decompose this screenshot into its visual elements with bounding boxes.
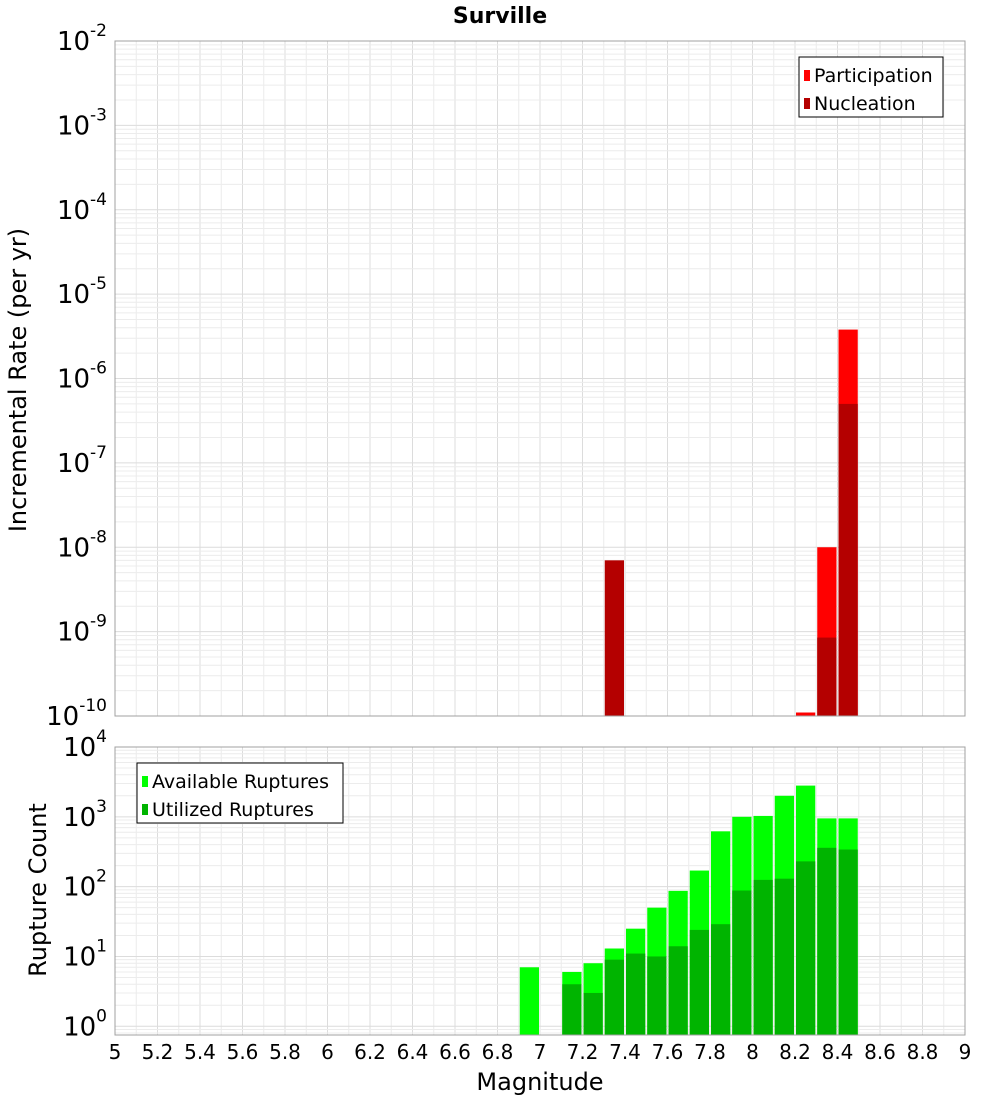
chart-title: Surville <box>453 4 547 29</box>
bottom-bar-utilized-ruptures <box>774 878 794 1035</box>
top-y-tick-label: 10-9 <box>57 612 107 648</box>
top-frame <box>114 40 966 717</box>
bottom-plot-area: 100 101 102 103 104 5 5.2 5.4 5.6 5.8 6 6.2 6.4 6.6 6.… <box>63 727 971 1064</box>
bottom-legend-swatch <box>142 804 148 815</box>
bottom-bar-utilized-ruptures <box>753 879 773 1035</box>
top-legend-box <box>798 56 944 118</box>
top-bar-nucleation <box>817 637 837 716</box>
bottom-frame <box>114 746 966 1036</box>
bottom-y-tick-label: 102 <box>63 867 107 903</box>
bottom-legend-label: Utilized Ruptures <box>152 799 314 821</box>
top-y-tick-label: 10-4 <box>57 190 107 226</box>
bottom-bar-utilized-ruptures <box>562 984 582 1035</box>
bottom-legend-swatch <box>142 776 148 787</box>
top-y-tick-label: 10-2 <box>57 21 107 57</box>
bottom-x-tick-label: 8.8 <box>907 1040 939 1064</box>
bottom-x-tick-label: 5.8 <box>269 1040 301 1064</box>
bottom-x-tick-label: 6.2 <box>354 1040 386 1064</box>
bottom-x-tick-label: 7.6 <box>652 1040 684 1064</box>
top-plot-area: 10-10 10-9 10-8 10-7 10-6 10-5 10-4 10-3 10-2 Par… <box>46 21 966 732</box>
bottom-legend-box <box>136 762 344 824</box>
top-legend: Participation Nucleation <box>798 56 944 118</box>
top-y-tick-label: 10-8 <box>57 527 107 563</box>
bottom-legend: Available Ruptures Utilized Ruptures <box>136 762 344 824</box>
x-axis-label: Magnitude <box>476 1068 603 1096</box>
top-y-tick-label: 10-7 <box>57 443 107 479</box>
bottom-x-tick-label: 5.2 <box>142 1040 174 1064</box>
top-y-tick-label: 10-3 <box>57 105 107 141</box>
bottom-x-tick-label: 5.4 <box>184 1040 216 1064</box>
bottom-x-tick-label: 8.2 <box>779 1040 811 1064</box>
bottom-bar-utilized-ruptures <box>604 959 624 1035</box>
bottom-x-tick-label: 9 <box>959 1040 972 1064</box>
bottom-y-tick-label: 103 <box>63 797 107 833</box>
bottom-bar-utilized-ruptures <box>711 924 731 1035</box>
bottom-y-tick-label: 101 <box>63 936 107 972</box>
bottom-y-tick-label: 104 <box>63 727 107 763</box>
bottom-x-tick-label: 5 <box>109 1040 122 1064</box>
bottom-legend-label: Available Ruptures <box>152 771 329 793</box>
bottom-x-tick-label: 6.8 <box>482 1040 514 1064</box>
bottom-x-tick-label: 7.2 <box>567 1040 599 1064</box>
bottom-x-tick-label: 6.4 <box>397 1040 429 1064</box>
bottom-bar-utilized-ruptures <box>838 849 858 1035</box>
bottom-bar-utilized-ruptures <box>796 861 816 1035</box>
top-legend-label: Participation <box>814 65 933 87</box>
top-legend-swatch <box>804 98 810 109</box>
bottom-bar-utilized-ruptures <box>647 956 667 1035</box>
bottom-x-tick-label: 7.8 <box>694 1040 726 1064</box>
bottom-x-tick-label: 8 <box>746 1040 759 1064</box>
bottom-x-tick-label: 6.6 <box>439 1040 471 1064</box>
top-y-tick-label: 10-5 <box>57 274 107 310</box>
bottom-x-tick-label: 7 <box>534 1040 547 1064</box>
top-y-axis-label: Incremental Rate (per yr) <box>4 228 32 532</box>
bottom-bar-utilized-ruptures <box>689 929 709 1035</box>
bottom-bar-utilized-ruptures <box>626 953 646 1035</box>
top-legend-label: Nucleation <box>814 93 916 115</box>
bottom-x-tick-label: 8.4 <box>822 1040 854 1064</box>
top-bar-nucleation <box>838 403 858 716</box>
bottom-bar-available-ruptures <box>519 967 539 1035</box>
top-y-tick-label: 10-10 <box>46 696 107 732</box>
bottom-bar-utilized-ruptures <box>817 847 837 1035</box>
bottom-x-tick-label: 6 <box>321 1040 334 1064</box>
top-legend-swatch <box>804 70 810 81</box>
bottom-y-tick-label: 100 <box>63 1006 107 1042</box>
bottom-x-tick-label: 5.6 <box>227 1040 259 1064</box>
bottom-bar-utilized-ruptures <box>732 890 752 1035</box>
bottom-x-tick-label: 8.6 <box>864 1040 896 1064</box>
bottom-bar-utilized-ruptures <box>668 946 688 1035</box>
top-bar-participation <box>796 712 816 716</box>
top-y-tick-label: 10-6 <box>57 359 107 395</box>
top-bar-nucleation <box>604 560 624 716</box>
bottom-bar-utilized-ruptures <box>583 992 603 1035</box>
bottom-x-tick-label: 7.4 <box>609 1040 641 1064</box>
bottom-y-axis-label: Rupture Count <box>24 803 52 977</box>
